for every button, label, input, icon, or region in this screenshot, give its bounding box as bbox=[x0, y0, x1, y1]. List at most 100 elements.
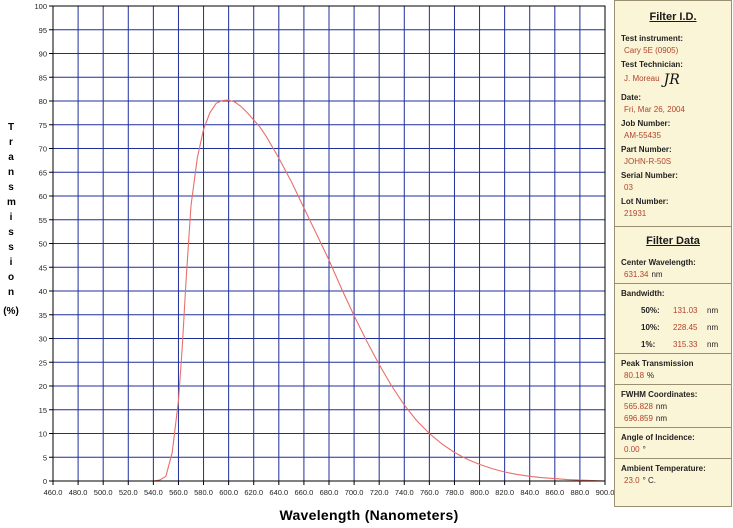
center-wavelength: Center Wavelength: 631.34 nm bbox=[615, 258, 731, 279]
x-tick-label: 740.0 bbox=[395, 488, 414, 497]
y-tick-label: 70 bbox=[39, 145, 47, 154]
bandwidth-pct: 1%: bbox=[641, 340, 656, 349]
y-axis-label: Transmission (%) bbox=[0, 120, 22, 319]
field-test-technician: Test Technician: J. Moreau JR bbox=[615, 60, 731, 88]
x-tick-label: 660.0 bbox=[295, 488, 314, 497]
bandwidth-unit: nm bbox=[707, 323, 719, 332]
field-value-row: 565.828 nm bbox=[621, 402, 731, 411]
x-tick-label: 800.0 bbox=[470, 488, 489, 497]
x-tick-label: 700.0 bbox=[345, 488, 364, 497]
bandwidth-unit: nm bbox=[707, 340, 719, 349]
field-serial-number: Serial Number: 03 bbox=[615, 171, 731, 192]
x-axis-label: Wavelength (Nanometers) bbox=[279, 507, 459, 523]
field-label: Job Number: bbox=[621, 119, 671, 128]
field-value-row: 23.0 ° C. bbox=[621, 476, 731, 485]
field-value-row: 631.34 nm bbox=[621, 270, 731, 279]
bandwidth-row-50: 50%: 131.03 nm bbox=[615, 306, 731, 315]
angle-of-incidence: Angle of Incidence: 0.00 ° bbox=[615, 433, 731, 454]
x-tick-labels: 460.0 480.0 500.0 520.0 540.0 560.0 580.0 600.0… bbox=[44, 488, 614, 497]
filter-data-title: Filter Data bbox=[615, 226, 731, 253]
x-tick-label: 540.0 bbox=[144, 488, 163, 497]
x-tick-label: 720.0 bbox=[370, 488, 389, 497]
bandwidth-value: 131.03 bbox=[673, 306, 698, 315]
x-tick-label: 880.0 bbox=[571, 488, 590, 497]
field-test-instrument: Test instrument: Cary 5E (0905) bbox=[615, 34, 731, 55]
field-value: 631.34 bbox=[624, 270, 649, 279]
y-tick-label: 35 bbox=[39, 311, 47, 320]
field-value: 0.00 bbox=[624, 445, 640, 454]
field-value: 565.828 bbox=[624, 402, 653, 411]
bandwidth: Bandwidth: bbox=[615, 289, 731, 298]
x-tick-label: 600.0 bbox=[219, 488, 238, 497]
field-job-number: Job Number: AM-55435 bbox=[615, 119, 731, 140]
field-label: Test instrument: bbox=[621, 34, 684, 43]
y-tick-label: 85 bbox=[39, 73, 47, 82]
bandwidth-value: 228.45 bbox=[673, 323, 698, 332]
divider bbox=[615, 283, 731, 284]
fwhm-coordinates: FWHM Coordinates: 565.828 nm 696.859 nm bbox=[615, 390, 731, 423]
x-tick-label: 760.0 bbox=[420, 488, 439, 497]
field-unit: ° bbox=[642, 445, 646, 454]
y-tick-label: 5 bbox=[43, 453, 47, 462]
y-tick-label: 55 bbox=[39, 216, 47, 225]
x-tick-label: 780.0 bbox=[445, 488, 464, 497]
field-value-row: 80.18% bbox=[621, 371, 731, 380]
y-tick-label: 15 bbox=[39, 406, 47, 415]
bandwidth-value: 315.33 bbox=[673, 340, 698, 349]
divider bbox=[615, 353, 731, 354]
field-date: Date: Fri, Mar 26, 2004 bbox=[615, 93, 731, 114]
x-tick-label: 640.0 bbox=[269, 488, 288, 497]
field-label: Ambient Temperature: bbox=[621, 464, 706, 473]
peak-transmission: Peak Transmission 80.18% bbox=[615, 359, 731, 380]
y-tick-label: 30 bbox=[39, 335, 47, 344]
field-unit: nm bbox=[655, 414, 668, 423]
plot-frame bbox=[52, 5, 606, 482]
y-tick-label: 100 bbox=[34, 2, 47, 11]
x-tick-label: 500.0 bbox=[94, 488, 113, 497]
y-tick-label: 0 bbox=[43, 477, 47, 486]
x-tick-label: 900.0 bbox=[596, 488, 614, 497]
y-tick-label: 45 bbox=[39, 263, 47, 272]
x-tick-label: 860.0 bbox=[545, 488, 564, 497]
y-tick-label: 40 bbox=[39, 287, 47, 296]
y-axis-label-text: Transmission bbox=[7, 122, 16, 298]
x-tick-label: 520.0 bbox=[119, 488, 138, 497]
field-value: J. Moreau bbox=[624, 74, 660, 83]
ambient-temperature: Ambient Temperature: 23.0 ° C. bbox=[615, 464, 731, 485]
field-value: 80.18 bbox=[624, 371, 645, 380]
field-part-number: Part Number: JOHN-R-50S bbox=[615, 145, 731, 166]
x-tick-label: 560.0 bbox=[169, 488, 188, 497]
field-label: Test Technician: bbox=[621, 60, 683, 69]
bandwidth-pct: 10%: bbox=[641, 323, 660, 332]
y-tick-label: 65 bbox=[39, 168, 47, 177]
y-tick-label: 95 bbox=[39, 26, 47, 35]
divider bbox=[615, 458, 731, 459]
y-axis-unit: (%) bbox=[3, 306, 19, 317]
field-value: 03 bbox=[624, 183, 633, 192]
y-tick-label: 90 bbox=[39, 50, 47, 59]
field-value: 696.859 bbox=[624, 414, 653, 423]
field-label: FWHM Coordinates: bbox=[621, 390, 698, 399]
y-tick-labels: 0 5 10 15 20 25 30 35 40 45 50 55 60 65 70 75 80 85 90 95 10… bbox=[34, 2, 47, 486]
bandwidth-row-10: 10%: 228.45 nm bbox=[615, 323, 731, 332]
field-label: Angle of Incidence: bbox=[621, 433, 695, 442]
field-value-row: 696.859 nm bbox=[621, 414, 731, 423]
x-tick-label: 480.0 bbox=[69, 488, 88, 497]
transmission-curve bbox=[53, 99, 606, 482]
y-tick-label: 20 bbox=[39, 382, 47, 391]
y-tick-label: 60 bbox=[39, 192, 47, 201]
field-label: Peak Transmission bbox=[621, 359, 694, 368]
field-label: Center Wavelength: bbox=[621, 258, 696, 267]
technician-signature: JR bbox=[663, 72, 680, 88]
x-tick-label: 580.0 bbox=[194, 488, 213, 497]
field-value: Fri, Mar 26, 2004 bbox=[624, 105, 685, 114]
field-label: Lot Number: bbox=[621, 197, 669, 206]
bandwidth-row-1: 1%: 315.33 nm bbox=[615, 340, 731, 349]
field-value: 23.0 bbox=[624, 476, 640, 485]
field-label: Bandwidth: bbox=[621, 289, 665, 298]
field-label: Serial Number: bbox=[621, 171, 678, 180]
info-panel: Filter I.D. Test instrument: Cary 5E (09… bbox=[614, 0, 732, 507]
x-tick-label: 840.0 bbox=[520, 488, 539, 497]
divider bbox=[615, 427, 731, 428]
x-tick-label: 820.0 bbox=[495, 488, 514, 497]
